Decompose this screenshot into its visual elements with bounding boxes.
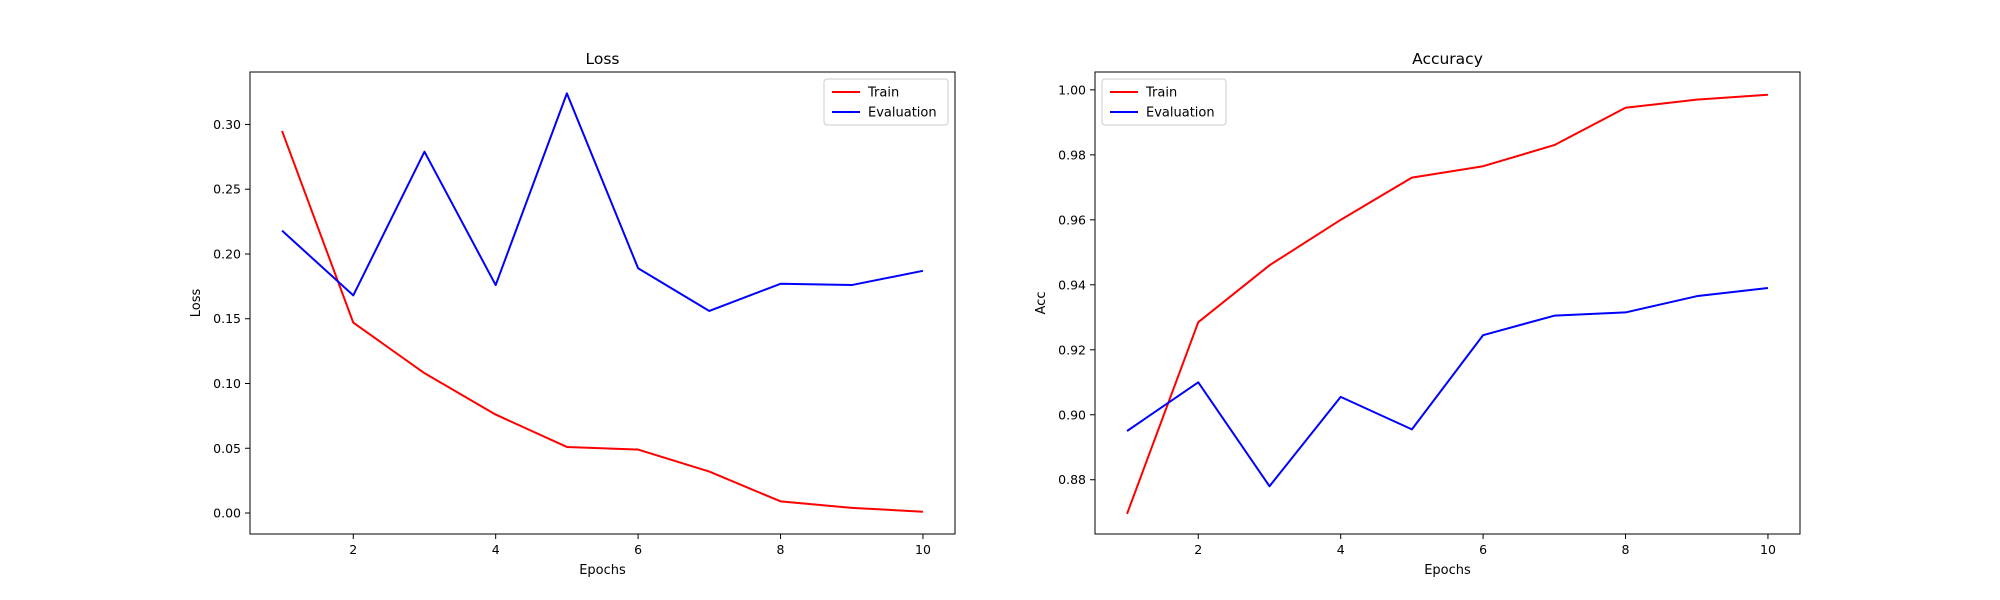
loss-chart-ylabel: Loss — [189, 289, 204, 318]
loss-chart-x-tick-label: 6 — [634, 542, 642, 557]
loss-chart-x-tick-label: 2 — [349, 542, 357, 557]
accuracy-chart-title: Accuracy — [1412, 50, 1483, 68]
loss-chart-y-tick-label: 0.20 — [213, 246, 241, 261]
accuracy-chart-ylabel: Acc — [1034, 292, 1049, 315]
accuracy-chart-series-evaluation-line — [1126, 287, 1769, 488]
loss-chart-y-tick-label: 0.15 — [213, 311, 241, 326]
loss-chart-legend-label-train: Train — [867, 86, 899, 101]
loss-chart-x-tick-label: 4 — [492, 542, 500, 557]
accuracy-chart-xlabel: Epochs — [1424, 563, 1471, 578]
accuracy-chart-y-tick-label: 0.88 — [1058, 472, 1086, 487]
loss-chart-title: Loss — [586, 50, 620, 68]
accuracy-chart-legend-label-train: Train — [1145, 86, 1177, 101]
loss-chart: Loss Epochs Loss 2 4 6 8 10 0.00 0.05 0.10 0.15 0… — [189, 50, 956, 578]
accuracy-chart-y-tick-label: 0.90 — [1058, 407, 1086, 422]
accuracy-chart-series-train-line — [1126, 93, 1769, 515]
accuracy-chart-legend: Train Evaluation — [1101, 78, 1227, 126]
loss-chart-legend: Train Evaluation — [823, 78, 949, 126]
accuracy-chart-x-tick-label: 2 — [1194, 542, 1202, 557]
accuracy-chart-y-tick-label: 0.94 — [1058, 277, 1086, 292]
loss-chart-y-tick-label: 0.10 — [213, 376, 241, 391]
accuracy-chart-legend-box — [1101, 78, 1227, 126]
accuracy-chart-y-tick-label: 0.92 — [1058, 342, 1086, 357]
loss-chart-legend-label-evaluation: Evaluation — [868, 106, 937, 121]
accuracy-chart: Accuracy Epochs Acc 2 4 6 8 10 0.88 0.90 0.92 0.… — [1034, 50, 1801, 578]
loss-chart-y-tick-label: 0.30 — [213, 117, 241, 132]
loss-chart-x-tick-label: 10 — [915, 542, 931, 557]
loss-chart-series-train-line — [281, 130, 924, 513]
loss-chart-series-evaluation-line — [281, 92, 924, 312]
accuracy-chart-x-tick-label: 8 — [1622, 542, 1630, 557]
loss-chart-xlabel: Epochs — [579, 563, 626, 578]
loss-chart-y-tick-label: 0.00 — [213, 506, 241, 521]
loss-chart-legend-box — [823, 78, 949, 126]
loss-chart-y-tick-label: 0.25 — [213, 182, 241, 197]
accuracy-chart-y-tick-label: 0.96 — [1058, 212, 1086, 227]
loss-chart-axes-frame — [249, 71, 956, 535]
accuracy-chart-x-tick-label: 10 — [1760, 542, 1776, 557]
loss-chart-x-tick-label: 8 — [777, 542, 785, 557]
loss-chart-y-tick-label: 0.05 — [213, 441, 241, 456]
accuracy-chart-x-tick-label: 6 — [1479, 542, 1487, 557]
accuracy-chart-legend-label-evaluation: Evaluation — [1146, 106, 1215, 121]
accuracy-chart-y-tick-label: 0.98 — [1058, 147, 1086, 162]
accuracy-chart-x-tick-label: 4 — [1337, 542, 1345, 557]
accuracy-chart-y-tick-label: 1.00 — [1058, 82, 1086, 97]
accuracy-chart-axes-frame — [1094, 71, 1801, 535]
